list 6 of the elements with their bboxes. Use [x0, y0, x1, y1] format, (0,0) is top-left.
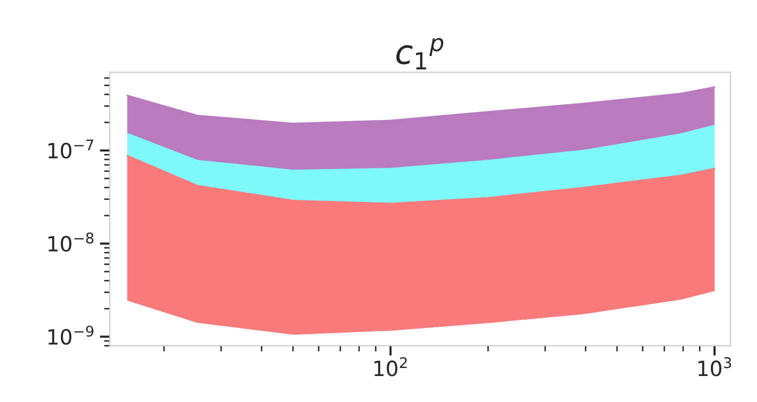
chart-title: c$_{1}$$^{p}$ — [396, 38, 444, 70]
y-tick-label: 10$^{−7}$ — [48, 140, 94, 159]
y-tick-label: 10$^{−8}$ — [48, 232, 94, 252]
x-tick-label: 10$^{3}$ — [698, 357, 732, 376]
x-tick-label: 10$^{2}$ — [374, 357, 407, 376]
y-tick-label: 10$^{−9}$ — [48, 326, 94, 345]
